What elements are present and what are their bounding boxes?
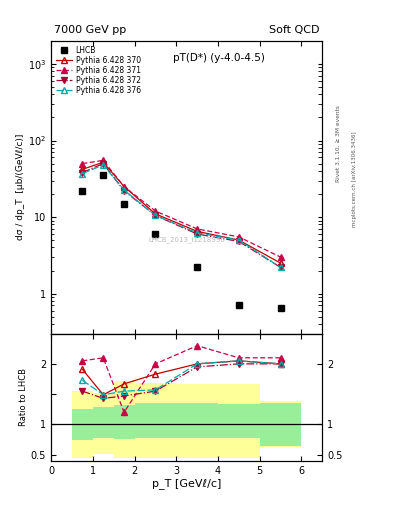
Text: LHCB_2013_I1218996: LHCB_2013_I1218996	[148, 237, 225, 243]
Text: Soft QCD: Soft QCD	[269, 25, 320, 35]
Text: mcplots.cern.ch [arXiv:1306.3436]: mcplots.cern.ch [arXiv:1306.3436]	[352, 132, 357, 227]
Text: 7000 GeV pp: 7000 GeV pp	[54, 25, 126, 35]
Text: pT(D*) (y-4.0-4.5): pT(D*) (y-4.0-4.5)	[173, 53, 265, 62]
X-axis label: p_T [GeVℓ/c]: p_T [GeVℓ/c]	[152, 478, 221, 489]
Y-axis label: Ratio to LHCB: Ratio to LHCB	[19, 368, 28, 426]
Text: Rivet 3.1.10, ≥ 3M events: Rivet 3.1.10, ≥ 3M events	[336, 105, 341, 182]
Y-axis label: dσ / dp_T  [µb/(GeVℓ/c)]: dσ / dp_T [µb/(GeVℓ/c)]	[16, 134, 25, 241]
Legend: LHCB, Pythia 6.428 370, Pythia 6.428 371, Pythia 6.428 372, Pythia 6.428 376: LHCB, Pythia 6.428 370, Pythia 6.428 371…	[54, 44, 142, 97]
